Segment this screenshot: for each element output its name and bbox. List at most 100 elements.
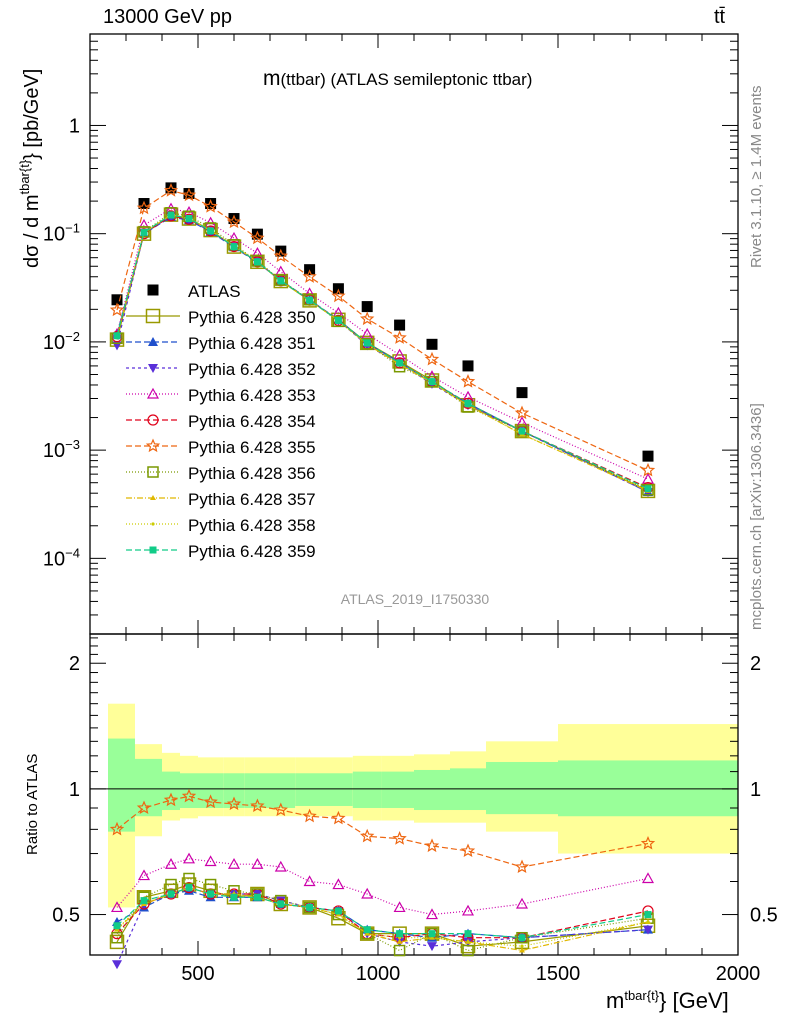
ratio-point-pythia-6-428-359 (396, 930, 404, 938)
legend-label: Pythia 6.428 350 (188, 308, 316, 327)
ratio-point-pythia-6-428-359 (518, 934, 526, 942)
data-point-pythia-6-428-356 (426, 375, 438, 388)
legend-label: ATLAS (188, 282, 241, 301)
data-point-pythia-6-428-355 (203, 199, 218, 213)
ratio-point-pythia-6-428-357 (519, 947, 525, 953)
ratio-y-tick-label: 1 (69, 779, 80, 801)
data-point-atlas (165, 182, 177, 194)
ratio-band-inner (295, 773, 324, 806)
data-point-pythia-6-428-355 (163, 183, 179, 197)
ratio-point-pythia-6-428-359 (253, 893, 261, 901)
ratio-point-pythia-6-428-353 (393, 901, 406, 913)
data-point-atlas (205, 198, 217, 210)
ratio-point-pythia-6-428-352 (643, 925, 653, 935)
header-process: 13000 GeV pp (103, 6, 232, 28)
y-tick-label: 10−3 (43, 437, 80, 462)
data-point-atlas (642, 450, 654, 462)
ratio-point-pythia-6-428-359 (428, 930, 436, 938)
legend-label: Pythia 6.428 357 (188, 490, 316, 509)
ratio-point-pythia-6-428-358 (520, 944, 524, 948)
ratio-point-pythia-6-428-355 (514, 859, 530, 874)
ratio-band-inner (162, 771, 180, 811)
ratio-point-pythia-6-428-355 (302, 808, 317, 823)
data-point-pythia-6-428-359 (363, 339, 371, 347)
ratio-point-pythia-6-428-352 (427, 942, 437, 952)
data-point-pythia-6-428-355 (460, 374, 476, 388)
ratio-point-pythia-6-428-359 (277, 900, 285, 908)
data-point-pythia-6-428-356 (361, 338, 373, 350)
data-point-atlas (183, 188, 195, 200)
data-point-pythia-6-428-356 (251, 255, 264, 267)
series-line-pythia-6-428-355 (116, 189, 649, 471)
ratio-point-pythia-6-428-355 (203, 794, 218, 809)
ratio-point-pythia-6-428-355 (392, 831, 407, 845)
legend-marker (147, 284, 159, 296)
data-point-pythia-6-428-359 (277, 277, 285, 285)
ratio-point-pythia-6-428-356 (111, 931, 123, 944)
ratio-band-inner (352, 771, 382, 808)
ratio-point-pythia-6-428-359 (363, 926, 371, 934)
ratio-point-pythia-6-428-355 (640, 835, 656, 850)
data-point-atlas (462, 360, 474, 372)
ratio-point-pythia-6-428-356 (516, 931, 528, 944)
y-axis-label: dσ / d mtbar{t}} [pb/GeV] (17, 69, 43, 268)
ratio-point-pythia-6-428-355 (250, 798, 265, 813)
data-point-pythia-6-428-359 (185, 215, 193, 223)
ratio-point-pythia-6-428-353 (461, 904, 475, 916)
legend-label: Pythia 6.428 355 (188, 438, 316, 457)
ratio-point-pythia-6-428-359 (464, 930, 472, 938)
ratio-point-pythia-6-428-355 (424, 838, 440, 853)
data-point-pythia-6-428-359 (113, 332, 121, 340)
ratio-line-pythia-6-428-353 (116, 858, 649, 916)
data-point-pythia-6-428-353 (393, 348, 406, 360)
data-point-atlas (361, 301, 373, 313)
ratio-point-pythia-6-428-355 (331, 810, 346, 825)
x-tick-label: 2000 (716, 963, 761, 985)
ratio-point-pythia-6-428-353 (182, 852, 196, 864)
ratio-point-pythia-6-428-355 (181, 788, 197, 803)
series-line-pythia-6-428-353 (116, 208, 649, 480)
ratio-point-pythia-6-428-356 (204, 878, 217, 891)
data-point-pythia-6-428-356 (275, 274, 287, 286)
data-point-pythia-6-428-355 (109, 302, 125, 317)
ratio-point-pythia-6-428-355 (273, 802, 288, 817)
legend-label: Pythia 6.428 359 (188, 542, 316, 561)
ratio-line-pythia-6-428-359 (116, 886, 649, 939)
ratio-point-pythia-6-428-355 (136, 800, 152, 815)
ratio-point-pythia-6-428-357 (396, 938, 403, 944)
ratio-point-pythia-6-428-359 (140, 897, 148, 905)
ratio-point-pythia-6-428-359 (644, 911, 652, 919)
data-point-pythia-6-428-355 (331, 288, 346, 303)
data-point-pythia-6-428-355 (360, 311, 375, 326)
data-point-pythia-6-428-350 (514, 423, 530, 439)
ratio-point-pythia-6-428-359 (334, 907, 342, 915)
legend-label: Pythia 6.428 358 (188, 516, 316, 535)
legend-label: Pythia 6.428 352 (188, 360, 316, 379)
data-point-pythia-6-428-359 (644, 485, 652, 493)
data-point-pythia-6-428-359 (334, 316, 342, 324)
legend-marker (149, 546, 157, 554)
data-point-pythia-6-428-359 (428, 378, 436, 386)
ratio-point-pythia-6-428-359 (167, 890, 175, 898)
data-point-pythia-6-428-355 (181, 187, 197, 202)
ratio-point-pythia-6-428-358 (466, 940, 470, 944)
legend-marker (146, 387, 160, 399)
ratio-line-pythia-6-428-357 (116, 886, 649, 952)
data-point-pythia-6-428-350 (302, 293, 317, 308)
ratio-y-tick-label: 2 (69, 653, 80, 675)
ratio-band-inner (223, 773, 245, 808)
ratio-point-pythia-6-428-359 (185, 884, 193, 892)
legend-label: Pythia 6.428 351 (188, 334, 316, 353)
data-point-atlas (426, 338, 438, 350)
data-point-pythia-6-428-355 (273, 248, 288, 263)
series-line-pythia-6-428-359 (116, 214, 649, 490)
ratio-point-pythia-6-428-355 (109, 821, 125, 836)
ratio-point-pythia-6-428-355 (226, 796, 242, 811)
ratio-y-tick-label: 0.5 (52, 905, 80, 927)
ratio-band-inner (324, 773, 353, 806)
ratio-band-inner (381, 771, 414, 808)
x-tick-label: 1000 (356, 963, 401, 985)
data-point-pythia-6-428-356 (138, 226, 150, 238)
data-point-atlas (394, 319, 406, 331)
ratio-point-pythia-6-428-353 (361, 887, 374, 899)
